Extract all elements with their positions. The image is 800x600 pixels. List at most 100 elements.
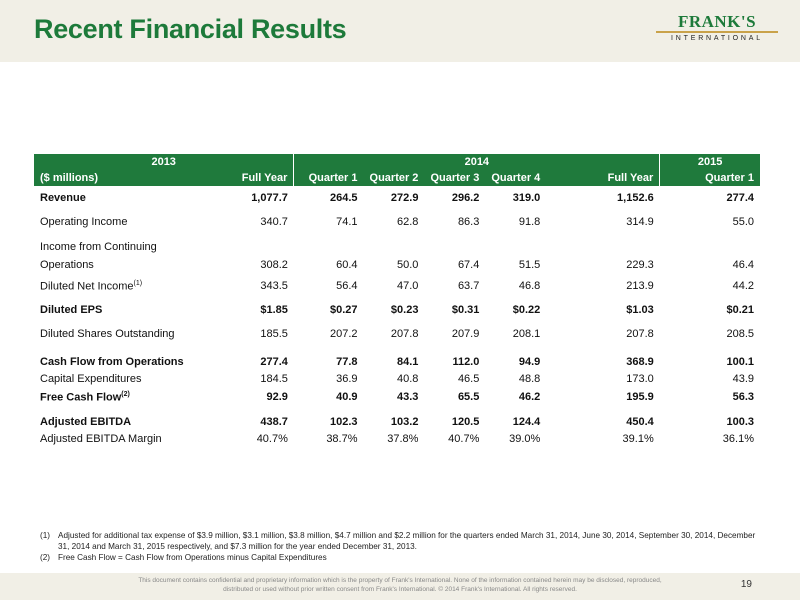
footnote-number: (1) (40, 531, 51, 540)
year-header-2015: 2015 (659, 154, 760, 170)
logo-divider (656, 31, 778, 33)
year-header-2013: 2013 (34, 154, 295, 170)
footnotes: (1) Adjusted for additional tax expense … (40, 530, 760, 563)
cell: 62.8 (397, 216, 419, 228)
cell: 86.3 (457, 216, 480, 228)
cell: 124.4 (512, 416, 541, 428)
cell: 207.9 (451, 328, 480, 340)
cell: 438.7 (260, 416, 288, 428)
cell: 51.5 (518, 259, 541, 271)
row-label: Income from Continuing (40, 241, 157, 253)
col-header: Quarter 1 (659, 170, 760, 186)
cell: 368.9 (626, 356, 654, 368)
unit-label: ($ millions) (34, 170, 223, 186)
row-label: Revenue (40, 192, 86, 204)
cell: 60.4 (336, 259, 358, 271)
cell: 92.9 (266, 391, 288, 403)
cell: 207.2 (329, 328, 358, 340)
cell: 213.9 (626, 280, 654, 292)
cell: 208.1 (512, 328, 541, 340)
logo-subtitle: INTERNATIONAL (671, 35, 763, 42)
table-row-free-cash-flow: Free Cash Flow(2) 92.9 40.9 43.3 65.5 46… (34, 388, 760, 406)
table-row-diluted-eps: Diluted EPS $1.85 $0.27 $0.23 $0.31 $0.2… (34, 298, 760, 322)
cell: 100.1 (726, 356, 754, 368)
cell: 84.1 (397, 356, 419, 368)
cell: 340.7 (260, 216, 288, 228)
logo-brand: FRANK'S (677, 12, 757, 31)
year-header-row: 2013 2014 2015 (34, 154, 760, 170)
row-label: Diluted Net Income(1) (34, 274, 223, 298)
cell: 120.5 (451, 416, 480, 428)
cell: 46.8 (518, 280, 541, 292)
cell: $0.23 (390, 304, 419, 316)
cell: 77.8 (336, 356, 358, 368)
row-label-text: Free Cash Flow (40, 391, 122, 404)
cell: 343.5 (260, 280, 288, 292)
col-header: Full Year (546, 170, 661, 186)
table-row-diluted-shares: Diluted Shares Outstanding 185.5 207.2 2… (34, 322, 760, 346)
cell: 40.8 (397, 373, 419, 385)
cell: 308.2 (260, 259, 288, 271)
cell: 450.4 (626, 416, 654, 428)
financial-results-table: 2013 2014 2015 ($ millions) Full Year Qu… (34, 154, 760, 448)
cell: 74.1 (336, 216, 358, 228)
footnote-text: Adjusted for additional tax expense of $… (58, 531, 756, 551)
cell: 277.4 (260, 356, 288, 368)
cell: 272.9 (390, 192, 419, 204)
cell: $1.03 (626, 304, 654, 316)
col-header: Quarter 3 (424, 170, 486, 186)
year-header-2014: 2014 (293, 154, 661, 170)
table-row-revenue: Revenue 1,077.7 264.5 272.9 296.2 319.0 … (34, 186, 760, 210)
cell: 36.1% (722, 433, 754, 445)
table-row-diluted-net-income: Diluted Net Income(1) 343.5 56.4 47.0 63… (34, 274, 760, 298)
row-label-continued: Operations (40, 259, 94, 271)
cell: 94.9 (518, 356, 541, 368)
cell: $0.27 (329, 304, 358, 316)
footnote-marker: (1) (133, 279, 143, 287)
cell: 229.3 (626, 259, 654, 271)
footnote-marker: (2) (121, 390, 130, 398)
cell: 56.3 (732, 391, 754, 403)
cell: 1,077.7 (251, 192, 288, 204)
cell: 173.0 (626, 373, 654, 385)
footnote-2: (2) Free Cash Flow = Cash Flow from Oper… (40, 552, 760, 563)
cell: $1.85 (260, 304, 288, 316)
cell: 38.7% (326, 433, 358, 445)
cell: $0.22 (512, 304, 541, 316)
cell: 44.2 (732, 280, 754, 292)
cell: 40.7% (256, 433, 288, 445)
row-label: Capital Expenditures (40, 373, 142, 385)
cell: $0.21 (726, 304, 754, 316)
cell: 65.5 (457, 391, 480, 403)
cell: 46.5 (457, 373, 480, 385)
table-row-adjusted-ebitda: Adjusted EBITDA 438.7 102.3 103.2 120.5 … (34, 406, 760, 430)
cell: 91.8 (518, 216, 541, 228)
cell: 319.0 (512, 192, 541, 204)
cell: 46.2 (518, 391, 541, 403)
row-label: Cash Flow from Operations (40, 356, 184, 368)
table-row-capex: Capital Expenditures 184.5 36.9 40.8 46.… (34, 370, 760, 388)
franks-logo: FRANK'S INTERNATIONAL (656, 12, 778, 52)
confidentiality-disclaimer: This document contains confidential and … (138, 577, 662, 593)
cell: 112.0 (452, 356, 480, 368)
cell: 43.3 (397, 391, 419, 403)
cell: 264.5 (329, 192, 358, 204)
col-header: Full Year (222, 170, 295, 186)
row-label: Diluted Shares Outstanding (40, 328, 175, 340)
footnote-1: (1) Adjusted for additional tax expense … (40, 530, 760, 552)
table-row-income-continuing-label: Income from Continuing (34, 234, 760, 256)
cell: 1,152.6 (617, 192, 654, 204)
table-row-adjusted-ebitda-margin: Adjusted EBITDA Margin 40.7% 38.7% 37.8%… (34, 430, 760, 448)
row-label-text: Diluted Net Income (40, 280, 134, 293)
row-label: Adjusted EBITDA Margin (40, 433, 162, 445)
cell: 208.5 (726, 328, 754, 340)
cell: $0.31 (451, 304, 480, 316)
footer-band (0, 573, 800, 600)
table-row-income-continuing: Operations 308.2 60.4 50.0 67.4 51.5 229… (34, 256, 760, 274)
cell: 296.2 (451, 192, 480, 204)
cell: 184.5 (260, 373, 288, 385)
col-header: Quarter 2 (363, 170, 425, 186)
row-label: Operating Income (40, 216, 128, 228)
cell: 36.9 (336, 373, 358, 385)
cell: 67.4 (457, 259, 480, 271)
